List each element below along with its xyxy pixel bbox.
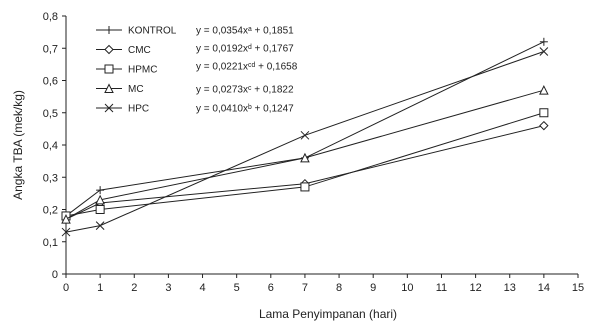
- y-tick-label: 0,5: [43, 108, 58, 120]
- x-tick-label: 12: [469, 282, 481, 294]
- data-point-hpc: [300, 130, 310, 140]
- legend-marker-cmc: [104, 44, 114, 55]
- x-tick-label: 6: [268, 282, 274, 294]
- data-point-hpmc: [95, 205, 105, 214]
- x-tick-label: 0: [63, 282, 69, 294]
- series-mc: [61, 85, 549, 224]
- x-axis-title: Lama Penyimpanan (hari): [259, 307, 397, 321]
- y-tick-label: 0,1: [43, 237, 58, 249]
- series-hpc: [61, 47, 549, 237]
- x-tick-label: 15: [572, 282, 584, 294]
- legend-label-hpmc: HPMC: [128, 65, 157, 76]
- series-line-kontrol: [65, 41, 545, 217]
- equation-hpmc: y = 0,0221xᶜᵈ + 0,1658: [196, 62, 298, 73]
- data-point-hpmc: [539, 108, 549, 118]
- x-tick-label: 3: [165, 282, 171, 294]
- data-point-mc: [61, 214, 71, 224]
- x-tick-label: 14: [538, 282, 550, 294]
- data-point-hpc: [61, 227, 71, 237]
- x-tick-label: 13: [504, 282, 516, 294]
- y-tick-label: 0,4: [43, 140, 58, 152]
- equation-kontrol: y = 0,0354xᵃ + 0,1851: [196, 26, 294, 37]
- y-tick-label: 0: [52, 269, 58, 281]
- equation-hpc: y = 0,0410xᵇ + 0,1247: [196, 104, 294, 115]
- legend-label-cmc: CMC: [128, 45, 151, 56]
- legend-label-hpc: HPC: [128, 104, 149, 115]
- legend-item-kontrol: KONTROL: [96, 26, 177, 37]
- y-tick-label: 0,7: [43, 43, 58, 55]
- x-tick-label: 9: [370, 282, 376, 294]
- series-hpmc: [61, 108, 549, 221]
- legend-item-mc: MC: [96, 83, 144, 95]
- x-axis-ticks: 0 1 2 3 4 5 6 7 8 9 10 11 12 13 14 15: [63, 274, 584, 294]
- data-point-kontrol: [539, 37, 548, 46]
- trend-equations: y = 0,0354xᵃ + 0,1851 y = 0,0192xᵈ + 0,17…: [196, 26, 298, 115]
- data-point-hpc: [95, 221, 105, 230]
- series-line-hpc: [65, 51, 545, 233]
- x-tick-label: 1: [97, 282, 103, 294]
- legend-marker-hpc: [104, 103, 114, 113]
- series-line-hpmc: [65, 112, 545, 217]
- equation-cmc: y = 0,0192xᵈ + 0,1767: [196, 44, 294, 55]
- series-line-mc: [65, 89, 545, 220]
- x-tick-label: 11: [436, 282, 447, 294]
- data-point-kontrol: [96, 186, 105, 195]
- legend-marker-mc: [104, 83, 114, 93]
- series-line-cmc: [65, 125, 544, 220]
- series-cmc: [61, 120, 549, 224]
- x-tick-label: 7: [302, 282, 308, 294]
- legend-label-kontrol: KONTROL: [128, 26, 177, 37]
- y-tick-label: 0,6: [43, 76, 58, 88]
- data-point-mc: [539, 85, 549, 95]
- legend-item-hpc: HPC: [96, 104, 149, 115]
- legend-marker-kontrol: [105, 26, 113, 34]
- data-point-mc: [300, 152, 310, 163]
- data-point-cmc: [539, 120, 549, 131]
- y-tick-label: 0,2: [43, 205, 58, 217]
- y-axis-title: Angka TBA (mek/kg): [11, 90, 25, 200]
- legend-marker-hpmc: [104, 64, 114, 74]
- equation-mc: y = 0,0273xᶜ + 0,1822: [196, 85, 294, 96]
- y-tick-label: 0,8: [43, 11, 58, 23]
- legend: KONTROL CMC HPMC MC HPC: [96, 26, 177, 115]
- legend-item-hpmc: HPMC: [96, 64, 157, 76]
- data-point-mc: [95, 194, 105, 205]
- data-point-hpc: [539, 47, 549, 56]
- x-tick-label: 8: [336, 282, 342, 294]
- series-layer: [61, 37, 549, 237]
- data-point-hpmc: [300, 182, 310, 192]
- x-tick-label: 10: [401, 282, 413, 294]
- x-tick-label: 2: [131, 282, 137, 294]
- x-tick-label: 5: [234, 282, 240, 294]
- legend-label-mc: MC: [128, 84, 144, 95]
- y-tick-label: 0,3: [43, 172, 58, 184]
- x-tick-label: 4: [199, 282, 205, 294]
- legend-item-cmc: CMC: [96, 44, 151, 56]
- y-axis-ticks: 0 0,1 0,2 0,3 0,4 0,5 0,6 0,7 0,8: [43, 11, 66, 281]
